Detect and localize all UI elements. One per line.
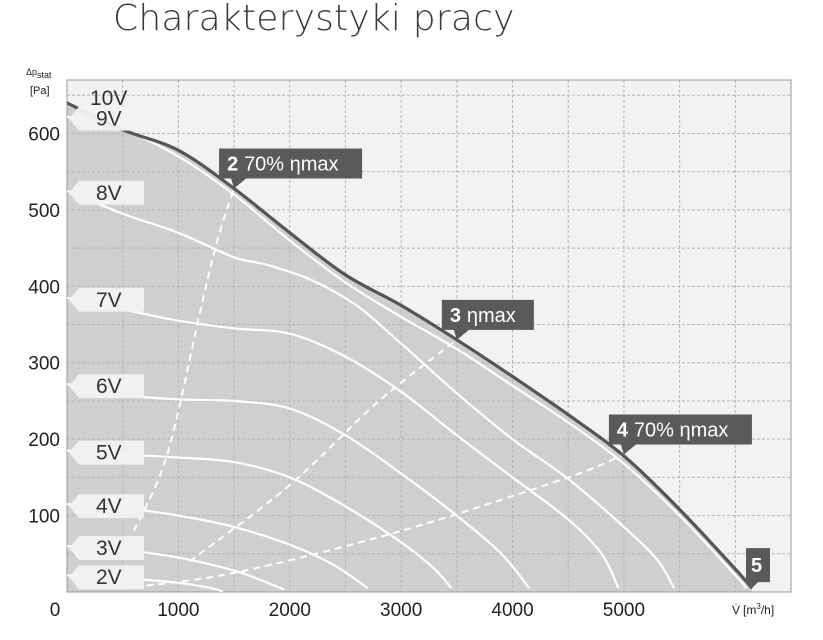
voltage-tag-label: 9V	[96, 108, 122, 131]
x-tick-label: 1000	[157, 600, 199, 621]
voltage-tag-10v: 10V	[90, 87, 127, 110]
annotation-5: 5	[746, 548, 771, 589]
annotation-number: 3	[450, 305, 461, 327]
curve-9v	[67, 115, 748, 589]
x-tick-label: 5000	[603, 600, 645, 621]
voltage-tag-3v: 3V	[69, 536, 144, 561]
voltage-tag-label: 4V	[96, 495, 122, 518]
voltage-tag-bg	[69, 565, 144, 590]
efficiency-line-4	[122, 453, 625, 590]
x-axis-label-unit-sup: 3	[756, 602, 761, 611]
y-axis-symbol: Δpstat	[26, 67, 52, 80]
x-tick-label: 2000	[269, 600, 311, 621]
y-axis-subscript: stat	[37, 70, 52, 80]
efficiency-line-3	[188, 339, 458, 563]
voltage-tag-bg	[69, 536, 144, 561]
chart-title: Charakterystyki pracy	[113, 0, 515, 39]
annotation-4: 4 70% ηmax	[608, 414, 752, 455]
annotation-text: ηmax	[467, 305, 516, 327]
voltage-tag-7v: 7V	[69, 287, 144, 312]
voltage-tag-label: 3V	[96, 537, 122, 560]
annotation-box	[219, 148, 363, 189]
voltage-tag-label: 7V	[96, 289, 122, 312]
annotation-box	[746, 548, 771, 589]
x-axis-label: V̇ [m3/h]	[732, 602, 774, 617]
voltage-tag-bg	[69, 287, 144, 312]
annotation-2: 2 70% ηmax	[219, 148, 363, 189]
operating-area	[67, 102, 752, 592]
annotation-3: 3 ηmax	[441, 299, 534, 340]
voltage-tag-label: 6V	[96, 375, 122, 398]
annotation-number: 2	[227, 154, 238, 176]
voltage-tag-9v: 9V	[69, 106, 144, 131]
voltage-tag-bg	[69, 106, 144, 131]
annotation-number: 5	[751, 555, 762, 577]
curve-7v	[67, 296, 620, 589]
voltage-tag-label: 5V	[96, 442, 122, 465]
curve-10v-envelope	[67, 101, 754, 590]
y-tick-label: 200	[28, 430, 60, 451]
efficiency-line-2	[132, 188, 236, 532]
x-tick-label: 0	[50, 600, 61, 621]
y-tick-label: 600	[28, 124, 60, 145]
x-axis-label-symbol: V̇	[732, 603, 740, 617]
voltage-tag-bg	[69, 440, 144, 465]
voltage-tag-bg	[69, 374, 144, 399]
y-tick-label: 400	[28, 277, 60, 298]
y-axis-unit: [Pa]	[30, 85, 50, 97]
annotation-box	[608, 414, 752, 455]
voltage-tag-4v: 4V	[69, 494, 144, 519]
voltage-tag-2v: 2V	[69, 565, 144, 590]
annotation-box	[441, 299, 534, 340]
y-axis-label: Δpstat [Pa]	[26, 67, 52, 97]
y-tick-label: 500	[28, 201, 60, 222]
voltage-tag-8v: 8V	[69, 180, 144, 205]
voltage-tag-bg	[69, 494, 144, 519]
y-tick-label: 100	[28, 507, 60, 528]
voltage-tag-label: 8V	[96, 182, 122, 205]
curve-8v	[67, 189, 675, 589]
x-axis-label-unit-post: /h]	[761, 603, 774, 617]
x-tick-label: 3000	[380, 600, 422, 621]
voltage-tag-label: 2V	[96, 566, 122, 589]
voltage-tag-6v: 6V	[69, 374, 144, 399]
x-axis-label-unit-pre: [m	[743, 603, 756, 617]
y-tick-label: 300	[28, 354, 60, 375]
x-tick-label: 4000	[491, 600, 533, 621]
curve-6v	[67, 383, 531, 589]
annotation-text: 70% ηmax	[244, 154, 338, 176]
voltage-tag-label: 10V	[90, 87, 127, 110]
voltage-tag-bg	[69, 180, 144, 205]
plot-frame	[66, 79, 792, 593]
y-axis-symbol-text: Δp	[26, 67, 37, 77]
annotation-text: 70% ηmax	[634, 419, 729, 441]
annotation-number: 4	[617, 419, 629, 441]
voltage-tag-5v: 5V	[69, 440, 144, 465]
